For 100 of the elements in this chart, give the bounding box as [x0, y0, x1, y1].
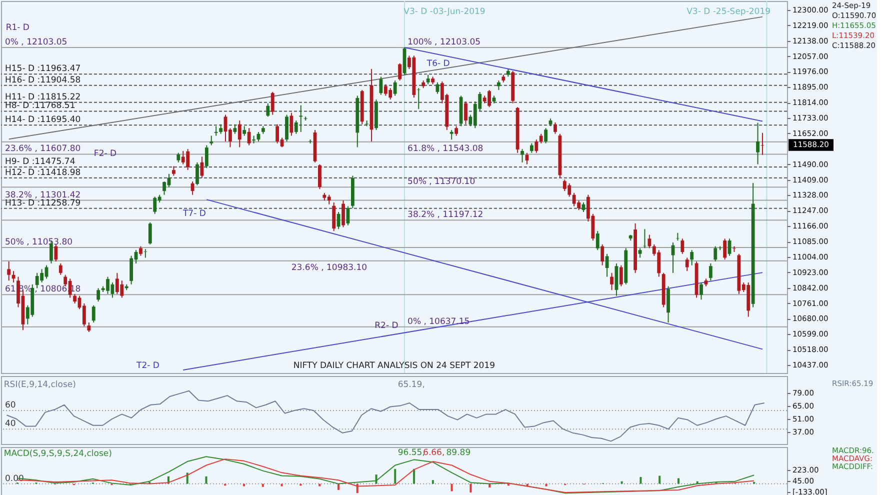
candlestick — [238, 120, 242, 148]
ref-line-label: 38.2% , 11301.42 — [5, 190, 81, 200]
candlestick — [544, 128, 548, 144]
candlestick — [294, 120, 298, 134]
annotation: 100% , 12103.05 — [408, 37, 481, 48]
candlestick — [619, 264, 623, 287]
annotation: R1- D — [6, 23, 30, 33]
ref-line-label: 23.6% , 11607.80 — [5, 144, 81, 154]
annotation: 38.2% , 11197.12 — [408, 210, 484, 220]
candlestick — [723, 238, 727, 260]
bar — [394, 468, 396, 484]
annotation: 65.19, — [398, 380, 425, 390]
annotation: 6.66, — [423, 448, 445, 458]
candlestick — [210, 135, 214, 146]
text: NIFTY DAILY CHART ANALYSIS ON 24 SEPT 2019 — [293, 361, 496, 371]
bar — [640, 477, 642, 484]
candlestick — [242, 126, 246, 136]
candlestick — [58, 262, 62, 276]
ref-line-label: H9- D :11475.74 — [5, 157, 76, 168]
candlestick — [92, 304, 96, 323]
candlestick — [144, 248, 148, 258]
bar — [620, 481, 623, 484]
bar — [337, 484, 340, 490]
candlestick — [290, 112, 294, 136]
ref-line-label: 0% , 12103.05 — [5, 37, 68, 48]
candlestick — [54, 244, 58, 262]
candlestick — [534, 139, 538, 154]
ref-line-label: H16- D :11904.58 — [5, 75, 81, 86]
bar — [677, 478, 680, 484]
candlestick — [638, 248, 642, 258]
candlestick — [176, 152, 180, 163]
candlestick — [172, 166, 176, 176]
annotation: 23.6% , 10983.10 — [291, 262, 368, 273]
candlestick — [308, 139, 312, 144]
line-series — [6, 390, 765, 442]
candlestick — [87, 322, 91, 333]
candlestick — [690, 250, 694, 266]
annotation: 89.89 — [446, 448, 471, 458]
candlestick — [346, 206, 350, 226]
candlestick — [336, 211, 340, 230]
candlestick — [708, 262, 712, 282]
candlestick — [728, 238, 732, 256]
annotation: V3- D -03-Jun-2019 — [404, 7, 486, 17]
annotation: R2- D — [374, 321, 399, 331]
candlestick — [318, 164, 322, 190]
candlestick — [530, 142, 534, 154]
ref-line-label: H11- D :11815.22 — [5, 92, 81, 102]
candlestick — [276, 124, 280, 144]
bar — [432, 480, 434, 484]
annotation: 61.8% , 11543.08 — [408, 144, 484, 154]
candlestick — [214, 126, 218, 136]
candlestick — [685, 257, 689, 272]
candlestick — [299, 104, 303, 132]
candlestick — [464, 100, 468, 125]
annotation: T2- D — [136, 361, 160, 371]
bar — [280, 484, 283, 486]
candlestick — [7, 261, 11, 282]
bar — [545, 484, 548, 486]
bar — [262, 484, 264, 487]
annotation: 96.55, — [398, 448, 425, 458]
annotation: F2- D — [94, 149, 117, 159]
candlestick — [379, 76, 383, 96]
bar — [375, 474, 378, 484]
candlestick — [700, 282, 703, 300]
candlestick — [596, 230, 600, 251]
candlestick — [200, 156, 204, 178]
candlestick — [285, 114, 288, 142]
ref-line-label: H12- D :11418.98 — [5, 168, 81, 178]
ref-line-label: 60 — [5, 400, 16, 410]
chart-title: RSI(E,9,14,close) — [4, 380, 76, 390]
bar — [318, 484, 321, 486]
bar — [658, 476, 661, 484]
candlestick — [233, 124, 237, 134]
candlestick — [497, 80, 500, 90]
candlestick — [680, 238, 684, 254]
annotation: 0% , 10637.15 — [408, 316, 470, 327]
candlestick — [643, 228, 646, 249]
candlestick — [398, 62, 402, 81]
candlestick — [252, 135, 256, 144]
candlestick — [416, 88, 420, 110]
chart-title: MACD(S,9,S,9,S,24,close) — [4, 449, 112, 459]
ref-line-label: H13- D :11258.79 — [5, 198, 81, 208]
annotation: V3- D -25-Sep-2019 — [686, 7, 771, 17]
bar — [186, 472, 188, 484]
bar — [470, 484, 472, 492]
ref-line-label: H15- D :11963.47 — [5, 64, 81, 74]
candlestick — [342, 200, 345, 228]
candlestick — [554, 122, 557, 134]
candlestick — [600, 244, 604, 266]
candlestick — [393, 80, 397, 96]
candlestick — [666, 286, 670, 323]
annotation: T7- D — [182, 209, 206, 219]
candlestick — [204, 144, 208, 169]
candlestick — [539, 133, 543, 144]
annotation: 50% , 11370.10 — [408, 177, 476, 188]
candlestick — [139, 246, 142, 256]
candlestick — [148, 222, 152, 245]
ref-line-label: 40 — [5, 419, 16, 430]
candlestick — [520, 148, 524, 163]
candlestick — [219, 124, 222, 134]
